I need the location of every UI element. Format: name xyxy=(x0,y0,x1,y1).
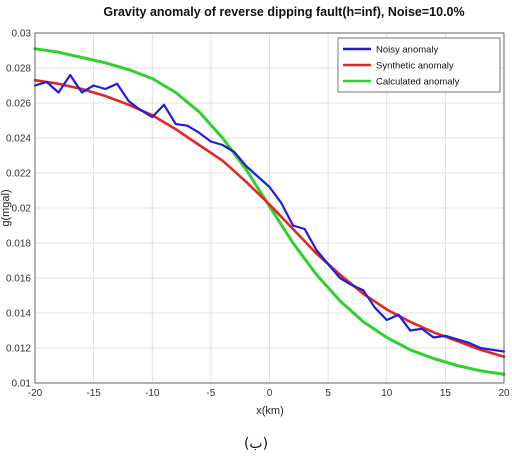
y-axis-label: g(mgal) xyxy=(0,189,12,226)
x-tick-label: 5 xyxy=(325,388,331,399)
x-tick-label: -5 xyxy=(206,388,215,399)
y-tick-label: 0.03 xyxy=(12,29,32,40)
x-tick-label: 10 xyxy=(381,388,393,399)
y-tick-label: 0.02 xyxy=(12,204,32,215)
y-tick-label: 0.024 xyxy=(6,134,31,145)
x-tick-label: 20 xyxy=(498,388,510,399)
x-tick-label: 15 xyxy=(440,388,452,399)
y-tick-label: 0.01 xyxy=(12,379,32,390)
legend-label: Noisy anomaly xyxy=(376,45,439,56)
legend-label: Calculated anomaly xyxy=(376,77,460,88)
tick-layer: -20 -15 -10 -5 0 5 10 15 20 0.01 0.012 0.014 0.016 0.… xyxy=(6,29,510,400)
y-tick-label: 0.028 xyxy=(6,64,31,75)
y-tick-label: 0.014 xyxy=(6,309,31,320)
plot-frame xyxy=(34,32,505,384)
chart-title: Gravity anomaly of reverse dipping fault… xyxy=(103,5,464,19)
x-tick-label: -10 xyxy=(145,388,160,399)
legend-label: Synthetic anomaly xyxy=(376,61,454,72)
series-line-synthetic-anomaly xyxy=(33,78,506,359)
y-tick-label: 0.022 xyxy=(6,169,31,180)
legend: Noisy anomaly Synthetic anomaly Calculated… xyxy=(337,37,501,93)
x-tick-label: 0 xyxy=(267,388,273,399)
x-tick-label: -15 xyxy=(86,388,101,399)
x-axis-label: x(km) xyxy=(256,405,284,417)
y-tick-label: 0.018 xyxy=(6,239,31,250)
y-tick-label: 0.012 xyxy=(6,344,31,355)
y-tick-label: 0.016 xyxy=(6,274,31,285)
x-tick-label: -20 xyxy=(28,388,43,399)
chart-svg: Gravity anomaly of reverse dipping fault… xyxy=(0,5,510,417)
y-tick-label: 0.026 xyxy=(6,99,31,110)
series-line-noisy-anomaly xyxy=(33,73,506,353)
series-layer xyxy=(33,47,506,376)
figure-caption: (ب) xyxy=(243,436,269,452)
